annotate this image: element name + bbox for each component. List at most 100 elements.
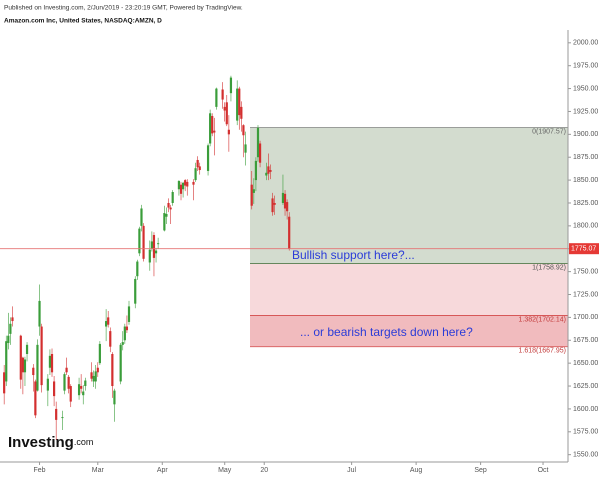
- candle-body: [67, 376, 70, 389]
- logo-suffix: .com: [74, 437, 94, 447]
- logo: Investing.com: [8, 434, 93, 451]
- candle-body: [123, 326, 126, 341]
- candle-body: [92, 375, 95, 382]
- candle-body: [21, 357, 24, 373]
- candle-body: [82, 391, 85, 396]
- x-tick-label: Mar: [92, 467, 105, 474]
- candle-body: [121, 342, 124, 345]
- candle-body: [90, 372, 93, 379]
- candle-body: [11, 317, 14, 322]
- candle-body: [154, 250, 158, 254]
- candle-body: [221, 89, 224, 100]
- candle-body: [109, 331, 112, 347]
- y-tick-label: 2000.00: [573, 40, 598, 47]
- candle-body: [269, 170, 272, 172]
- candle-body: [9, 323, 12, 334]
- candle-body: [227, 129, 230, 135]
- logo-name: Investing: [8, 434, 74, 451]
- fib-zone: [250, 127, 568, 264]
- candle-body: [181, 182, 185, 190]
- candle-body: [111, 354, 114, 387]
- y-tick-label: 1550.00: [573, 452, 598, 459]
- candle-body: [113, 390, 116, 405]
- candle-body: [3, 372, 6, 394]
- candle-body: [196, 159, 199, 168]
- candle-body: [258, 143, 262, 163]
- fib-label: 0(1907.57): [532, 128, 566, 135]
- candle-body: [165, 213, 168, 217]
- x-tick-label: Apr: [157, 467, 169, 474]
- candle-body: [167, 202, 170, 208]
- candle-body: [134, 278, 137, 304]
- candle-body: [273, 202, 276, 205]
- x-tick-label: May: [218, 467, 232, 474]
- fib-label: 1.618(1667.95): [519, 348, 566, 355]
- x-tick-label: Sep: [474, 467, 487, 474]
- candle-body: [136, 261, 139, 277]
- x-tick-label: Feb: [33, 467, 45, 474]
- y-tick-label: 1825.00: [573, 200, 598, 207]
- y-tick-label: 1625.00: [573, 383, 598, 390]
- y-tick-label: 1725.00: [573, 291, 598, 298]
- candle-body: [206, 145, 210, 171]
- candle-body: [5, 341, 8, 382]
- candle-body: [171, 192, 174, 203]
- y-tick-label: 1600.00: [573, 406, 598, 413]
- candle-body: [223, 106, 226, 111]
- candle-body: [238, 88, 241, 116]
- candle-body: [254, 160, 258, 181]
- candle-body: [96, 367, 99, 373]
- annotation: Bullish support here?...: [292, 248, 415, 262]
- candle-body: [63, 374, 66, 391]
- candle-body: [46, 378, 49, 391]
- annotation: ... or bearish targets down here?: [300, 325, 473, 339]
- candle-body: [211, 116, 214, 134]
- y-tick-label: 1675.00: [573, 337, 598, 344]
- candle-body: [252, 189, 255, 193]
- candle-body: [209, 113, 212, 144]
- x-tick-label: Jul: [347, 467, 356, 474]
- last-price-box: [569, 243, 599, 255]
- candle-body: [61, 417, 64, 419]
- y-tick-label: 1850.00: [573, 177, 598, 184]
- candle-body: [140, 208, 143, 226]
- y-tick-label: 1800.00: [573, 223, 598, 230]
- candle-body: [52, 381, 56, 397]
- candle-body: [40, 326, 43, 386]
- candle-body: [127, 306, 131, 322]
- y-tick-label: 1950.00: [573, 85, 598, 92]
- candle-body: [213, 130, 216, 133]
- candle-body: [157, 243, 160, 245]
- y-tick-label: 1975.00: [573, 63, 598, 70]
- candle-body: [169, 207, 172, 210]
- candle-body: [250, 184, 253, 206]
- candle-body: [256, 127, 260, 158]
- candle-body: [194, 168, 197, 181]
- candle-body: [65, 367, 68, 373]
- candle-body: [148, 249, 151, 263]
- candle-body: [281, 192, 285, 203]
- last-price-label: 1775.07: [571, 246, 596, 253]
- candle-body: [163, 213, 166, 231]
- candle-body: [32, 367, 35, 376]
- candle-body: [48, 355, 52, 368]
- candle-body: [23, 359, 27, 373]
- candle-body: [138, 228, 141, 254]
- candle-body: [265, 172, 268, 176]
- candle-body: [186, 181, 189, 187]
- symbol-info: Amazon.com Inc, United States, NASDAQ:AM…: [4, 18, 162, 25]
- candle-body: [36, 344, 39, 391]
- y-tick-label: 1575.00: [573, 429, 598, 436]
- candle-body: [19, 335, 22, 380]
- candle-body: [271, 198, 274, 213]
- fib-label: 1.382(1702.14): [519, 316, 566, 323]
- candle-body: [267, 166, 270, 174]
- publish-info: Published on Investing.com, 2/Jun/2019 -…: [4, 5, 243, 12]
- x-tick-label: Aug: [410, 467, 423, 474]
- candle-body: [34, 381, 37, 416]
- candle-body: [288, 216, 291, 249]
- plot: 1550.00 1575.00 1600.00 1625.00 1650.00 1675.…: [0, 40, 599, 474]
- fib-zone: [250, 263, 568, 316]
